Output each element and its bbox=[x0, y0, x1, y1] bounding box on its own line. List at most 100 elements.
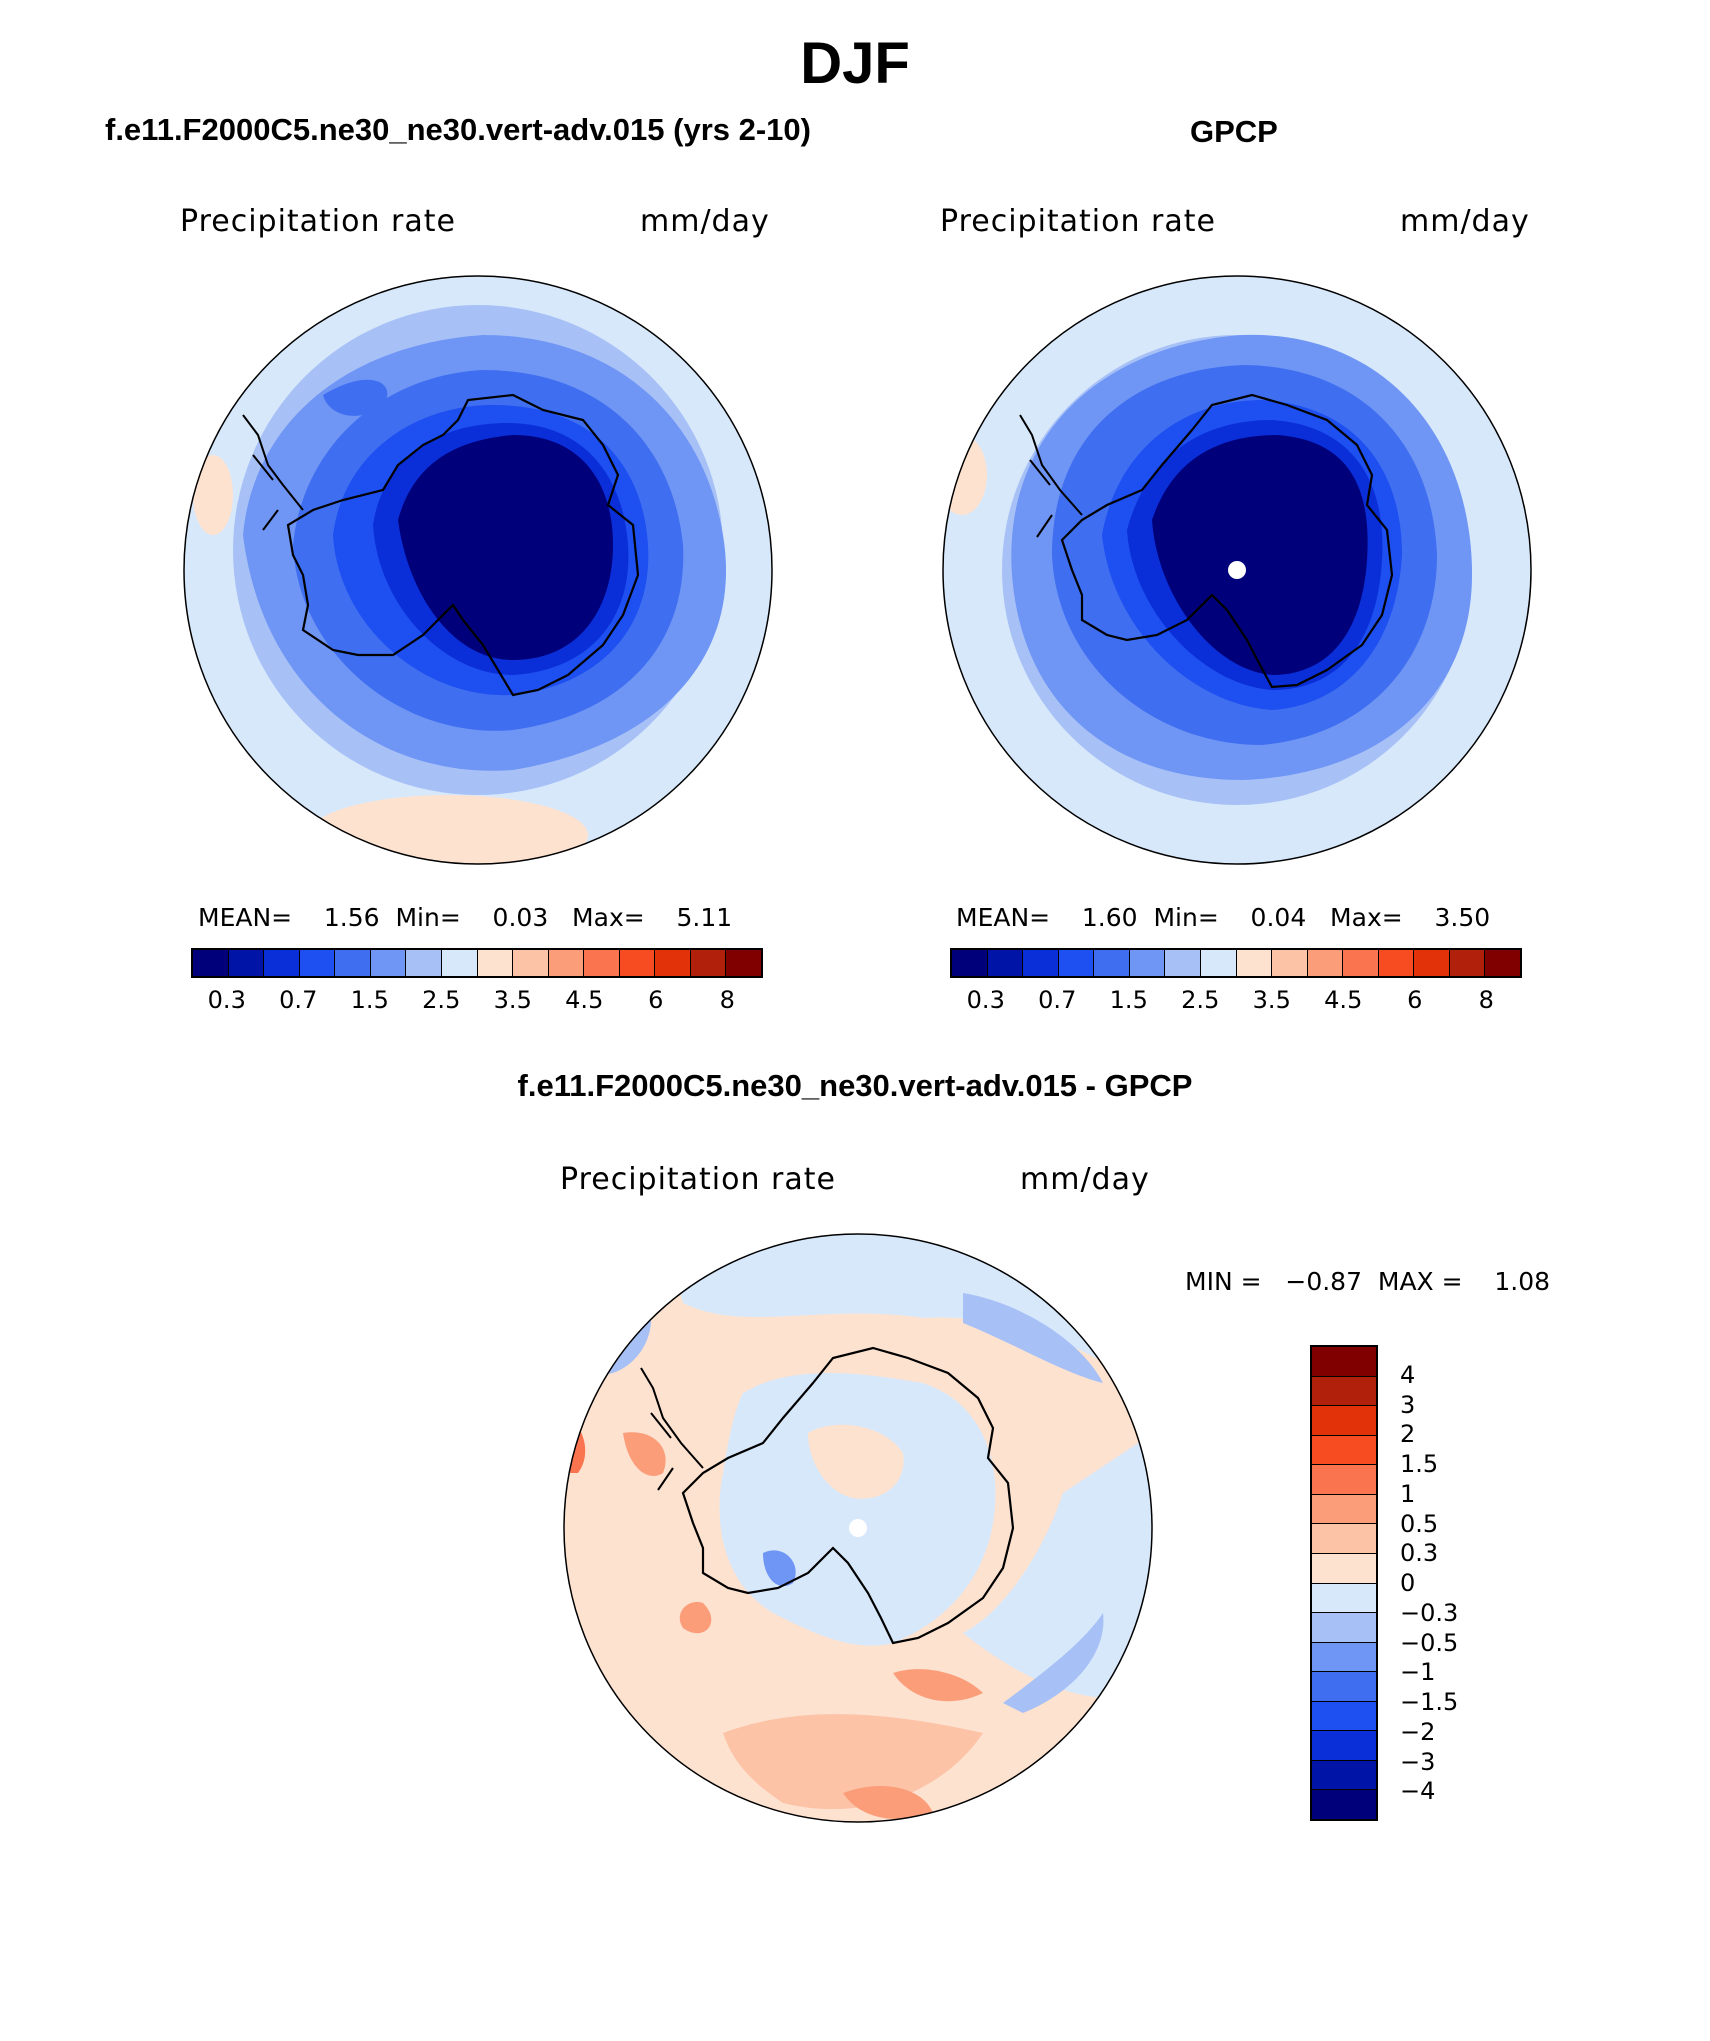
colorbar-tick-label: −3 bbox=[1400, 1747, 1436, 1776]
diff-polar-map bbox=[563, 1233, 1153, 1823]
colorbar-tick-label: 3.5 bbox=[493, 986, 532, 1014]
colorbar-tick-label: 0.7 bbox=[279, 986, 318, 1014]
colorbar-swatch bbox=[1200, 950, 1237, 976]
colorbar-tick-label: −1 bbox=[1400, 1658, 1436, 1687]
colorbar-tick-label: 2.5 bbox=[1181, 986, 1220, 1014]
colorbar-tick-label: 8 bbox=[1478, 986, 1494, 1014]
colorbar-tick-label: −0.3 bbox=[1400, 1598, 1459, 1627]
colorbar-swatch bbox=[441, 950, 478, 976]
colorbar-swatch bbox=[1307, 950, 1344, 976]
colorbar-swatch bbox=[1312, 1642, 1376, 1673]
colorbar-swatch bbox=[228, 950, 265, 976]
colorbar-tick-label: 0.7 bbox=[1038, 986, 1077, 1014]
colorbar-swatch bbox=[1272, 950, 1308, 976]
colorbar-swatch bbox=[1023, 950, 1059, 976]
colorbar-tick-label: −4 bbox=[1400, 1777, 1436, 1806]
colorbar-swatch bbox=[1485, 950, 1520, 976]
colorbar-swatch bbox=[335, 950, 371, 976]
colorbar-swatch bbox=[370, 950, 407, 976]
model-colorbar-labels: 0.3 0.7 1.5 2.5 3.5 4.5 6 8 bbox=[191, 986, 763, 1016]
colorbar-tick-label: 0.5 bbox=[1400, 1509, 1439, 1538]
diff-stats: MIN = −0.87 MAX = 1.08 bbox=[1185, 1267, 1551, 1296]
colorbar-swatch bbox=[477, 950, 514, 976]
colorbar-tick-label: 1.5 bbox=[1109, 986, 1148, 1014]
colorbar-swatch bbox=[548, 950, 585, 976]
colorbar-swatch bbox=[264, 950, 300, 976]
colorbar-swatch bbox=[1312, 1376, 1376, 1407]
colorbar-swatch bbox=[193, 950, 229, 976]
colorbar-tick-label: 2.5 bbox=[422, 986, 461, 1014]
colorbar-tick-label: 0.3 bbox=[207, 986, 246, 1014]
colorbar-swatch bbox=[299, 950, 336, 976]
colorbar-swatch bbox=[1312, 1524, 1376, 1554]
colorbar-swatch bbox=[1312, 1790, 1376, 1819]
colorbar-swatch bbox=[1312, 1731, 1376, 1761]
colorbar-swatch bbox=[1236, 950, 1273, 976]
colorbar-swatch bbox=[1312, 1494, 1376, 1525]
model-units-label: mm/day bbox=[640, 204, 770, 239]
colorbar-tick-label: 0 bbox=[1400, 1569, 1416, 1597]
colorbar-tick-label: 0.3 bbox=[966, 986, 1005, 1014]
colorbar-swatch bbox=[1312, 1760, 1376, 1791]
colorbar-swatch bbox=[1165, 950, 1201, 976]
obs-colorbar bbox=[950, 948, 1522, 978]
obs-polar-map bbox=[942, 275, 1532, 865]
diff-panel-title: f.e11.F2000C5.ne30_ne30.vert-adv.015 - G… bbox=[517, 1068, 1193, 1103]
colorbar-swatch bbox=[1414, 950, 1450, 976]
colorbar-swatch bbox=[1312, 1435, 1376, 1466]
colorbar-swatch bbox=[1312, 1701, 1376, 1732]
colorbar-swatch bbox=[1343, 950, 1379, 976]
diff-units-label: mm/day bbox=[1020, 1162, 1150, 1197]
colorbar-tick-label: 6 bbox=[648, 986, 664, 1014]
colorbar-tick-label: 1.5 bbox=[350, 986, 389, 1014]
obs-units-label: mm/day bbox=[1400, 204, 1530, 239]
colorbar-swatch bbox=[1312, 1613, 1376, 1643]
colorbar-tick-label: 6 bbox=[1407, 986, 1423, 1014]
model-variable-label: Precipitation rate bbox=[180, 204, 456, 239]
model-colorbar bbox=[191, 948, 763, 978]
figure-title: DJF bbox=[800, 31, 910, 96]
colorbar-tick-label: −1.5 bbox=[1400, 1688, 1459, 1716]
diff-colorbar bbox=[1310, 1345, 1378, 1821]
obs-stats: MEAN= 1.60 Min= 0.04 Max= 3.50 bbox=[956, 903, 1491, 932]
obs-colorbar-labels: 0.3 0.7 1.5 2.5 3.5 4.5 6 8 bbox=[950, 986, 1522, 1016]
colorbar-swatch bbox=[584, 950, 620, 976]
colorbar-tick-label: 4.5 bbox=[565, 986, 604, 1014]
colorbar-swatch bbox=[1058, 950, 1095, 976]
colorbar-swatch bbox=[1312, 1553, 1376, 1584]
colorbar-swatch bbox=[987, 950, 1024, 976]
colorbar-swatch bbox=[1312, 1347, 1376, 1377]
model-panel-title: f.e11.F2000C5.ne30_ne30.vert-adv.015 (yr… bbox=[105, 112, 811, 147]
colorbar-tick-label: 1.5 bbox=[1400, 1450, 1439, 1478]
colorbar-swatch bbox=[1312, 1465, 1376, 1495]
obs-variable-label: Precipitation rate bbox=[940, 204, 1216, 239]
colorbar-swatch bbox=[1312, 1672, 1376, 1702]
colorbar-tick-label: 2 bbox=[1400, 1420, 1416, 1449]
colorbar-swatch bbox=[619, 950, 656, 976]
colorbar-swatch bbox=[1129, 950, 1166, 976]
colorbar-swatch bbox=[690, 950, 727, 976]
colorbar-tick-label: 1 bbox=[1400, 1479, 1416, 1508]
diff-variable-label: Precipitation rate bbox=[560, 1162, 836, 1197]
diff-colorbar-labels: 4 3 2 1.5 1 0.5 0.3 0 −0.3 −0.5 −1 −1.5 −2 −3 −4 bbox=[1400, 1345, 1490, 1821]
colorbar-swatch bbox=[513, 950, 549, 976]
model-stats: MEAN= 1.56 Min= 0.03 Max= 5.11 bbox=[198, 903, 733, 932]
colorbar-swatch bbox=[1312, 1406, 1376, 1436]
colorbar-tick-label: 3.5 bbox=[1252, 986, 1291, 1014]
colorbar-swatch bbox=[1312, 1583, 1376, 1614]
obs-panel-title: GPCP bbox=[1190, 114, 1278, 149]
colorbar-tick-label: 3 bbox=[1400, 1390, 1416, 1419]
model-polar-map bbox=[183, 275, 773, 865]
colorbar-swatch bbox=[726, 950, 761, 976]
colorbar-tick-label: 0.3 bbox=[1400, 1539, 1439, 1568]
colorbar-swatch bbox=[655, 950, 691, 976]
colorbar-swatch bbox=[1449, 950, 1486, 976]
colorbar-tick-label: 4.5 bbox=[1324, 986, 1363, 1014]
colorbar-tick-label: −2 bbox=[1400, 1717, 1436, 1746]
colorbar-swatch bbox=[1378, 950, 1415, 976]
colorbar-swatch bbox=[406, 950, 442, 976]
colorbar-tick-label: 8 bbox=[719, 986, 735, 1014]
colorbar-swatch bbox=[1094, 950, 1130, 976]
colorbar-swatch bbox=[952, 950, 988, 976]
colorbar-tick-label: 4 bbox=[1400, 1360, 1416, 1389]
